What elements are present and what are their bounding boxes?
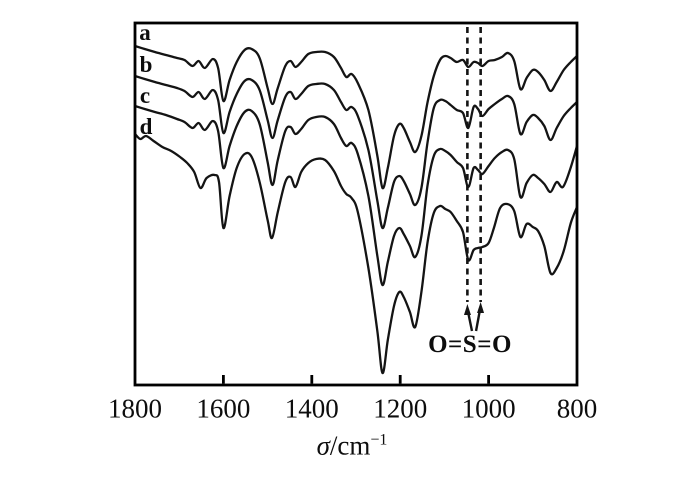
arrow-head-right-icon	[477, 302, 485, 313]
x-tick-label-1000: 1000	[461, 393, 516, 424]
curve-label-c: c	[139, 83, 151, 108]
x-axis-label-sigma: σ	[316, 430, 330, 461]
x-tick-label-800: 800	[556, 393, 598, 424]
spectrum-curve-c	[134, 104, 579, 287]
x-axis-label-superscript: −1	[370, 431, 388, 449]
x-axis-label: σ/cm−1	[317, 431, 388, 462]
x-tick-label-1200: 1200	[373, 393, 428, 424]
curve-label-a: a	[139, 20, 151, 45]
curve-label-b: b	[139, 52, 153, 77]
spectrum-curve-a	[134, 44, 578, 190]
x-tick-label-1800: 1800	[108, 393, 162, 424]
spectrum-curve-d	[134, 133, 579, 375]
spectrum-curve-b	[134, 74, 578, 230]
arrow-shaft-right	[474, 310, 481, 332]
x-tick-label-1400: 1400	[284, 393, 339, 424]
arrow-head-left-icon	[463, 304, 471, 315]
x-axis-label-unit: /cm	[329, 430, 371, 461]
oso-band-annotation-label: O=S=O	[428, 331, 512, 358]
arrow-shaft-left	[467, 312, 474, 332]
curve-label-d: d	[139, 114, 153, 139]
x-tick-label-1600: 1600	[196, 393, 251, 424]
plot-frame	[133, 21, 579, 387]
